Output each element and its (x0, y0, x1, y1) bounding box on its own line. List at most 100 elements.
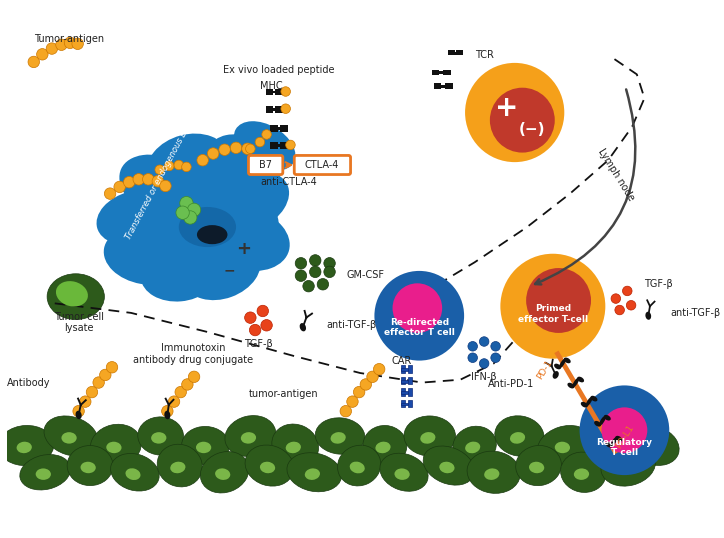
Ellipse shape (206, 208, 290, 271)
Bar (456, 51, 463, 55)
Circle shape (160, 180, 171, 192)
Ellipse shape (560, 452, 606, 492)
Circle shape (175, 386, 187, 398)
Ellipse shape (62, 432, 77, 444)
Circle shape (295, 258, 307, 269)
Ellipse shape (421, 432, 435, 444)
Bar (448, 51, 455, 55)
Bar (401, 402, 408, 406)
Circle shape (197, 154, 209, 166)
Text: TGF-β: TGF-β (644, 279, 673, 289)
Circle shape (133, 174, 145, 185)
Circle shape (180, 196, 193, 210)
Ellipse shape (139, 218, 200, 264)
Circle shape (245, 144, 255, 153)
Circle shape (114, 181, 125, 193)
Circle shape (64, 37, 76, 48)
Ellipse shape (395, 469, 410, 480)
Ellipse shape (147, 133, 230, 196)
Circle shape (281, 87, 290, 96)
Bar (266, 89, 273, 95)
Ellipse shape (80, 462, 96, 473)
Bar (401, 388, 405, 396)
Circle shape (623, 286, 632, 296)
Text: Lymph node: Lymph node (596, 146, 636, 202)
Circle shape (468, 342, 477, 351)
Circle shape (72, 38, 83, 49)
Bar (270, 125, 278, 132)
Text: tumor-antigen: tumor-antigen (249, 389, 319, 399)
Ellipse shape (241, 432, 256, 444)
Text: anti-CTLA-4: anti-CTLA-4 (260, 177, 317, 187)
Text: Anti-PD-1: Anti-PD-1 (487, 379, 534, 390)
Bar (280, 125, 287, 132)
Text: Re-directed
effector T cell: Re-directed effector T cell (384, 317, 455, 337)
Circle shape (580, 385, 669, 475)
Circle shape (100, 369, 111, 381)
Ellipse shape (305, 469, 320, 480)
Circle shape (257, 305, 269, 317)
Ellipse shape (111, 454, 159, 491)
Ellipse shape (20, 455, 71, 490)
Ellipse shape (157, 444, 202, 487)
Bar (401, 380, 408, 383)
Circle shape (303, 280, 314, 292)
Bar (270, 142, 278, 149)
Ellipse shape (44, 416, 98, 456)
Ellipse shape (494, 416, 544, 456)
Ellipse shape (484, 469, 500, 480)
Circle shape (611, 294, 620, 303)
Circle shape (245, 312, 256, 323)
Ellipse shape (201, 451, 249, 493)
Ellipse shape (90, 424, 141, 467)
Ellipse shape (197, 225, 227, 244)
Ellipse shape (586, 397, 592, 407)
Text: +: + (236, 240, 251, 258)
Circle shape (86, 386, 98, 398)
Ellipse shape (568, 383, 574, 388)
Circle shape (152, 175, 164, 187)
Ellipse shape (537, 426, 592, 465)
Ellipse shape (300, 323, 306, 331)
Circle shape (104, 188, 116, 200)
Circle shape (465, 63, 564, 162)
Ellipse shape (644, 442, 660, 454)
Ellipse shape (404, 416, 455, 456)
Ellipse shape (350, 462, 365, 473)
Circle shape (255, 137, 265, 147)
Text: Immunotoxin
antibody drug conjugate: Immunotoxin antibody drug conjugate (133, 343, 253, 365)
Bar (401, 377, 405, 385)
Ellipse shape (0, 426, 54, 465)
Circle shape (317, 279, 329, 290)
Bar (276, 144, 283, 147)
Ellipse shape (581, 402, 588, 407)
Ellipse shape (75, 410, 82, 419)
Circle shape (28, 56, 40, 68)
Ellipse shape (164, 410, 170, 419)
Ellipse shape (129, 179, 196, 227)
Circle shape (347, 396, 358, 407)
Ellipse shape (610, 437, 618, 447)
Ellipse shape (423, 446, 474, 485)
Ellipse shape (209, 134, 282, 186)
Ellipse shape (564, 358, 571, 363)
Text: IFN-β: IFN-β (471, 372, 497, 382)
Ellipse shape (182, 427, 230, 465)
Ellipse shape (315, 418, 365, 454)
Ellipse shape (599, 432, 615, 444)
Ellipse shape (206, 171, 289, 235)
Ellipse shape (594, 421, 601, 427)
Ellipse shape (17, 442, 32, 453)
Text: B7: B7 (259, 160, 272, 170)
Bar (275, 106, 283, 112)
Circle shape (207, 148, 219, 159)
Circle shape (626, 301, 636, 310)
Ellipse shape (465, 442, 480, 453)
Bar (443, 69, 451, 75)
Ellipse shape (572, 378, 579, 387)
Ellipse shape (629, 426, 679, 465)
Ellipse shape (380, 453, 428, 491)
Bar (445, 83, 452, 89)
Circle shape (324, 266, 335, 278)
Circle shape (155, 165, 164, 174)
